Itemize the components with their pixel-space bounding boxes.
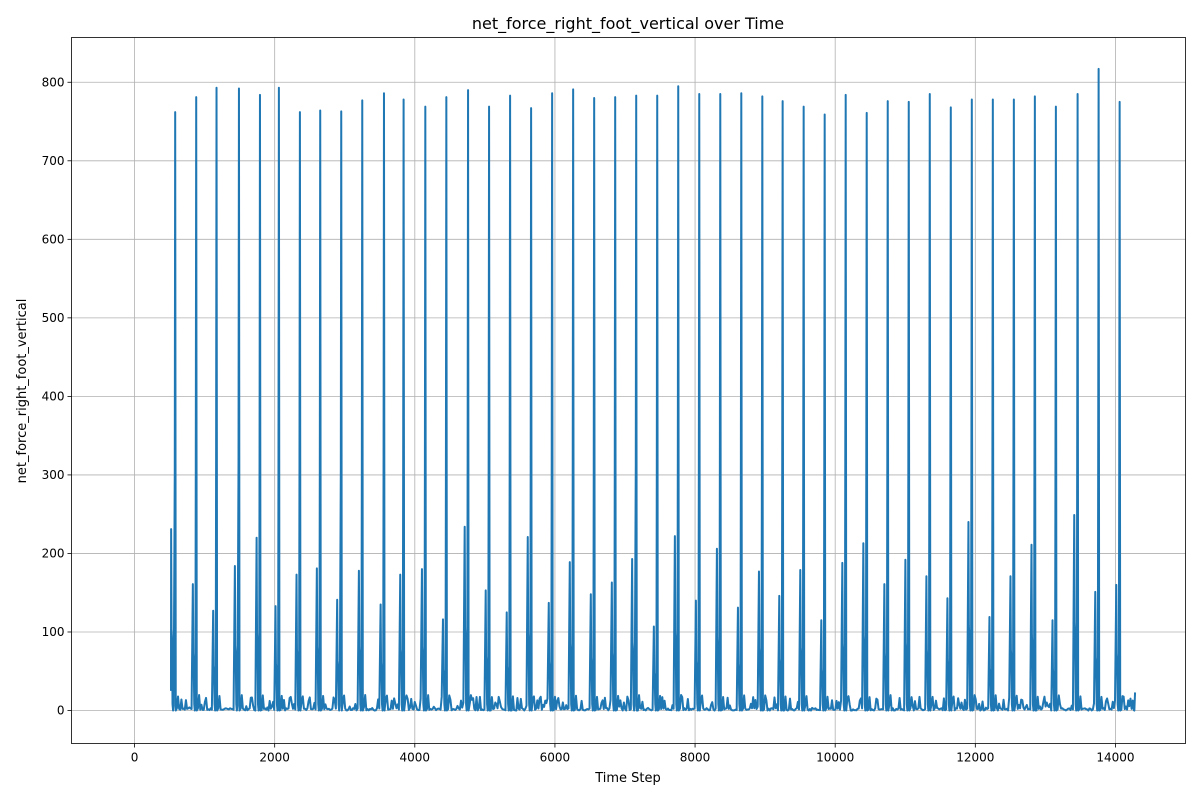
- x-tick-label: 12000: [956, 751, 994, 765]
- y-axis: 0 100 200 300 400 500 600 700 800: [42, 75, 72, 718]
- y-tick-label: 600: [42, 232, 65, 246]
- series-group: [169, 67, 1137, 712]
- y-tick-label: 800: [42, 75, 65, 89]
- x-tick-label: 14000: [1096, 751, 1134, 765]
- plot-frame: [71, 37, 1186, 744]
- x-axis: 0 2000 4000 6000 8000 10000 12000 14000: [131, 743, 1135, 765]
- y-tick-label: 700: [42, 154, 65, 168]
- y-tick-label: 0: [57, 704, 65, 718]
- x-axis-label: Time Step: [594, 771, 661, 786]
- x-tick-label: 10000: [816, 751, 854, 765]
- y-tick-label: 500: [42, 311, 65, 325]
- series-line: [169, 67, 1137, 712]
- x-tick-label: 2000: [259, 751, 290, 765]
- x-tick-label: 4000: [400, 751, 431, 765]
- chart-title: net_force_right_foot_vertical over Time: [472, 14, 784, 34]
- y-tick-label: 300: [42, 468, 65, 482]
- y-axis-label: net_force_right_foot_vertical: [15, 299, 30, 484]
- y-tick-label: 400: [42, 389, 65, 403]
- y-tick-label: 100: [42, 625, 65, 639]
- x-tick-label: 8000: [680, 751, 711, 765]
- x-tick-label: 0: [131, 751, 139, 765]
- x-tick-label: 6000: [540, 751, 571, 765]
- y-tick-label: 200: [42, 546, 65, 560]
